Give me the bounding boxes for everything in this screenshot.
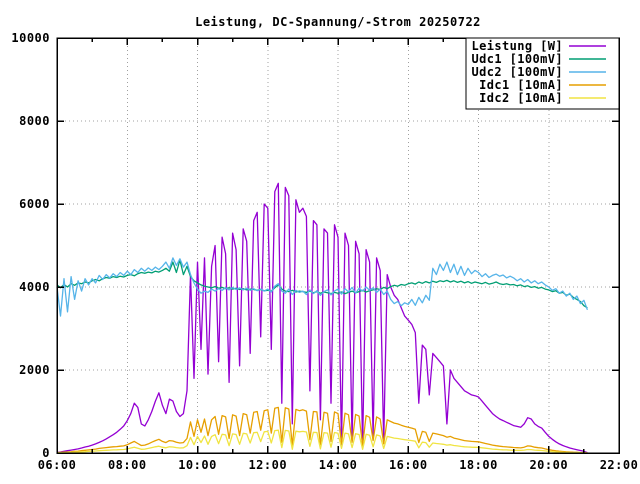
legend-label-leistung-w: Leistung [W]	[472, 39, 564, 53]
x-axis-tick-label: 14:00	[319, 458, 358, 472]
series-line-udc2-100mv	[56, 257, 589, 317]
x-axis-tick-label: 06:00	[38, 458, 77, 472]
y-axis-tick-label: 0	[42, 446, 50, 460]
y-axis-tick-label: 8000	[19, 114, 50, 128]
x-axis-tick-label: 12:00	[248, 458, 287, 472]
legend-label-idc2-10ma: Idc2 [10mA]	[479, 91, 563, 105]
series-line-leistung-w	[56, 182, 588, 454]
series-line-idc1-10ma	[56, 406, 588, 454]
x-axis-tick-label: 16:00	[389, 458, 428, 472]
legend-label-idc1-10ma: Idc1 [10mA]	[479, 78, 563, 92]
x-axis-tick-label: 22:00	[600, 458, 639, 472]
y-axis-tick-label: 6000	[19, 197, 50, 211]
y-axis-tick-label: 10000	[11, 31, 50, 45]
x-axis-tick-label: 10:00	[178, 458, 217, 472]
y-axis-tick-label: 2000	[19, 363, 50, 377]
legend-label-udc1-100mv: Udc1 [100mV]	[472, 52, 564, 66]
legend-box	[465, 37, 620, 110]
y-axis-tick-label: 4000	[19, 280, 50, 294]
chart-title: Leistung, DC-Spannung/-Strom 20250722	[195, 15, 481, 29]
legend-label-udc2-100mv: Udc2 [100mV]	[472, 65, 564, 79]
x-axis-tick-label: 20:00	[529, 458, 568, 472]
series-line-idc2-10ma	[56, 429, 588, 454]
x-axis-tick-label: 18:00	[459, 458, 498, 472]
x-axis-tick-label: 08:00	[108, 458, 147, 472]
